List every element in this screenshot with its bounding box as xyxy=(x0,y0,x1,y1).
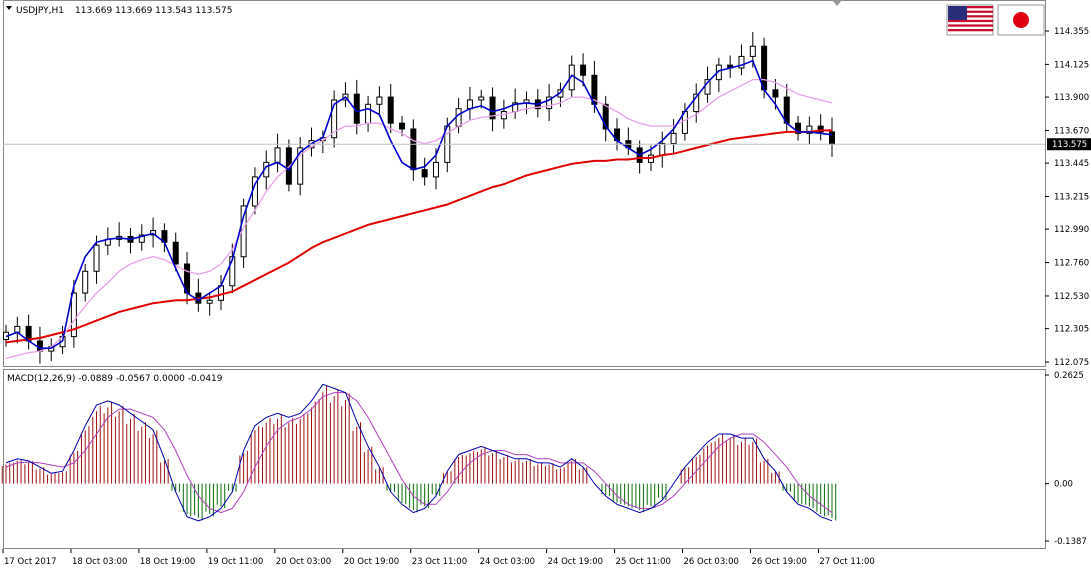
price-tick-label: 112.530 xyxy=(1054,292,1089,302)
time-tick-label: 26 Oct 03:00 xyxy=(684,557,739,567)
macd-line xyxy=(5,383,833,522)
price-tick-label: 112.760 xyxy=(1054,259,1089,269)
time-tick-label: 24 Oct 19:00 xyxy=(548,557,603,567)
macd-tick-label: 0.2625 xyxy=(1054,371,1084,381)
candle xyxy=(93,235,100,284)
signal-line xyxy=(5,392,833,514)
price-tick-label: 114.355 xyxy=(1054,27,1089,37)
candle xyxy=(546,83,553,122)
japan-flag-icon xyxy=(997,4,1045,36)
time-tick-label: 18 Oct 19:00 xyxy=(140,557,195,567)
candle xyxy=(489,87,496,132)
candle xyxy=(138,224,145,251)
macd-tick-label: -0.1387 xyxy=(1054,537,1087,547)
time-tick-label: 23 Oct 11:00 xyxy=(412,557,467,567)
price-tick-label: 113.215 xyxy=(1054,193,1089,203)
ohlc-label: 113.669 113.669 113.543 113.575 xyxy=(75,6,232,16)
time-axis: 17 Oct 2017 18 Oct 03:00 18 Oct 19:00 19 Oc… xyxy=(2,549,875,567)
candle xyxy=(670,119,677,154)
price-tick-label: 112.075 xyxy=(1054,358,1089,368)
candle xyxy=(738,44,745,76)
macd-axis: 0.2625 0.00 -0.1387 xyxy=(1045,371,1087,547)
candle xyxy=(602,95,609,142)
macd-label: MACD(12,26,9) -0.0889 -0.0567 0.0000 -0.… xyxy=(7,374,223,384)
macd-histogram xyxy=(1,385,837,521)
candle xyxy=(206,291,213,316)
candle xyxy=(387,83,394,134)
price-axis: 114.355 114.125 113.900 113.670 113.445 113.2… xyxy=(1045,27,1089,368)
candle xyxy=(297,137,304,196)
ma-slow-line xyxy=(5,129,832,344)
time-tick-label: 25 Oct 11:00 xyxy=(616,557,671,567)
us-flag-icon xyxy=(946,4,994,36)
candle xyxy=(70,279,77,348)
time-tick-label: 27 Oct 11:00 xyxy=(819,557,874,567)
price-tick-label: 112.305 xyxy=(1054,325,1089,335)
price-tick-label: 113.900 xyxy=(1054,93,1089,103)
candle xyxy=(376,86,383,117)
candle xyxy=(82,264,89,302)
candle xyxy=(795,115,802,141)
symbol-label: USDJPY,H1 xyxy=(16,6,64,16)
time-tick-label: 17 Oct 2017 xyxy=(4,557,57,567)
macd-tick-label: 0.00 xyxy=(1054,480,1073,490)
chart-shift-marker-icon[interactable] xyxy=(832,0,842,6)
time-tick-label: 20 Oct 19:00 xyxy=(344,557,399,567)
price-tick-label: 112.990 xyxy=(1054,225,1089,235)
candle xyxy=(806,116,813,145)
time-tick-label: 26 Oct 19:00 xyxy=(751,557,806,567)
ma-fast-line xyxy=(5,59,833,349)
candle xyxy=(580,53,587,87)
candle xyxy=(693,83,700,123)
price-tick-label: 113.445 xyxy=(1054,159,1089,169)
current-price-label: 113.575 xyxy=(1052,140,1087,150)
symbol-dropdown-icon[interactable] xyxy=(6,6,12,10)
candle xyxy=(421,157,428,186)
time-tick-label: 20 Oct 03:00 xyxy=(276,557,331,567)
time-tick-label: 24 Oct 03:00 xyxy=(480,557,535,567)
price-panel xyxy=(3,0,1046,367)
current-price-marker: 113.575 xyxy=(3,138,1091,151)
price-tick-label: 113.670 xyxy=(1054,126,1089,136)
time-tick-label: 19 Oct 11:00 xyxy=(208,557,263,567)
ma-mid-line xyxy=(5,78,833,360)
price-tick-label: 114.125 xyxy=(1054,60,1089,70)
candle xyxy=(817,114,824,141)
time-tick-label: 18 Oct 03:00 xyxy=(72,557,127,567)
candle xyxy=(331,90,338,148)
